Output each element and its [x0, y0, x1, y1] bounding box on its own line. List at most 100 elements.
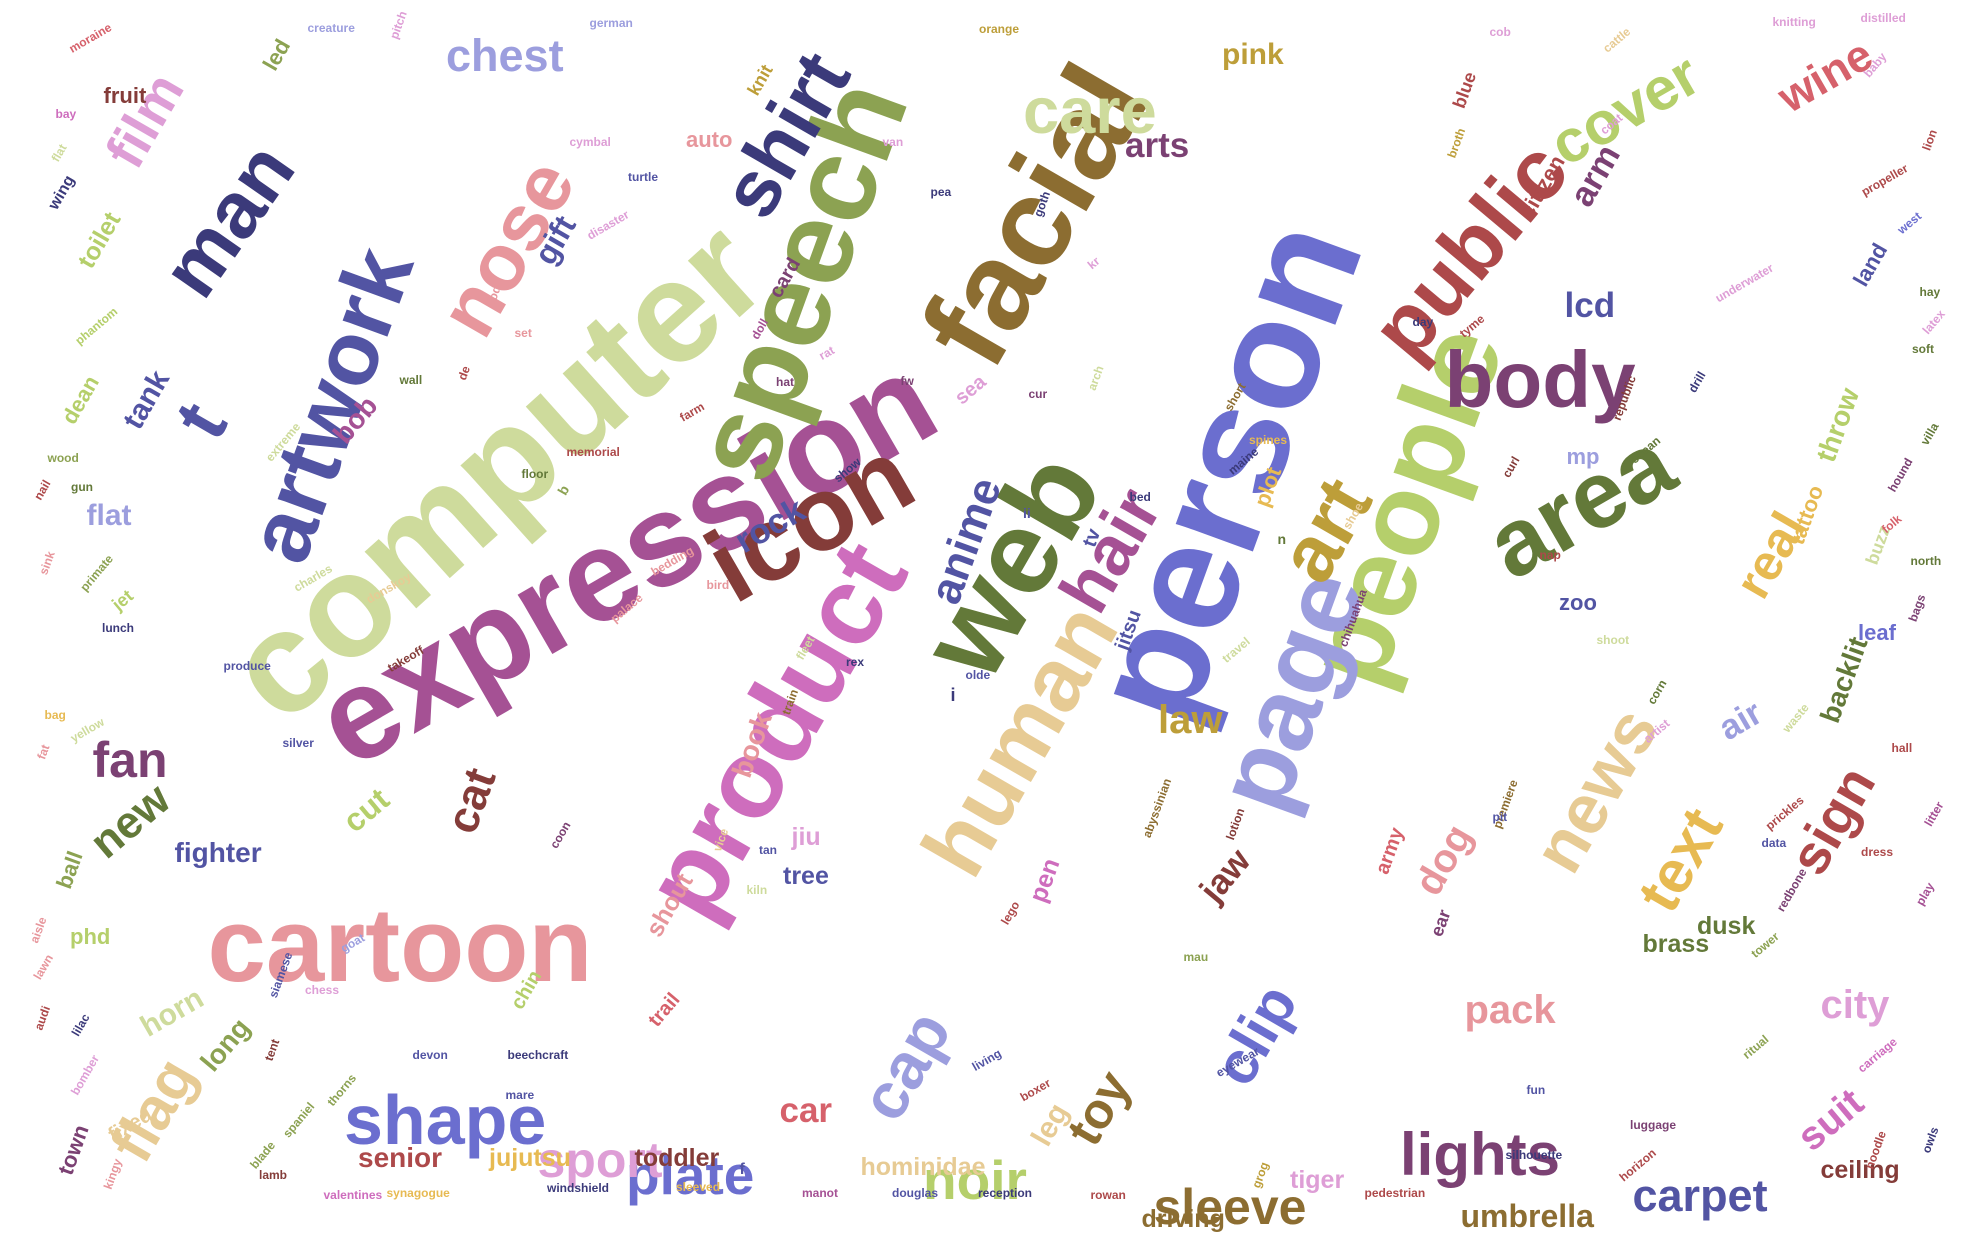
word-toy: toy: [1055, 1061, 1141, 1155]
word-flat: flat: [86, 499, 132, 532]
word-driving: driving: [1141, 1205, 1225, 1233]
word-chest: chest: [446, 29, 564, 81]
word-hay: hay: [1919, 285, 1941, 299]
word-silhouette: silhouette: [1505, 1148, 1563, 1162]
word-tree: tree: [783, 861, 829, 890]
word-arts: arts: [1125, 125, 1190, 165]
word-bags: bags: [1905, 592, 1929, 624]
word-lamb: lamb: [259, 1168, 288, 1182]
word-waste: waste: [1779, 700, 1812, 736]
word-synagogue: synagogue: [386, 1186, 450, 1200]
word-de: de: [455, 364, 473, 382]
word-suit: suit: [1788, 1080, 1872, 1160]
word-lilac: lilac: [68, 1011, 93, 1039]
word-bay: bay: [55, 107, 77, 121]
word-army: army: [1371, 824, 1409, 878]
word-moraine: moraine: [66, 20, 114, 56]
word-phd: phd: [70, 924, 111, 949]
word-kingy: kingy: [100, 1156, 125, 1192]
word-memorial: memorial: [566, 445, 620, 459]
word-film: film: [93, 61, 196, 178]
word-van: van: [882, 135, 904, 149]
word-law: law: [1158, 698, 1223, 742]
word-dress: dress: [1861, 845, 1894, 859]
word-ball: ball: [51, 847, 88, 892]
word-knitting: knitting: [1772, 15, 1816, 29]
word-owls: owls: [1918, 1125, 1941, 1155]
word-sea: sea: [950, 370, 991, 410]
word-day: day: [1412, 315, 1434, 329]
word-bag: bag: [44, 708, 66, 722]
word-ceiling: ceiling: [1820, 1155, 1900, 1184]
word-broth: broth: [1444, 126, 1468, 160]
word-cap: cap: [845, 998, 965, 1132]
word-ear: ear: [1425, 906, 1455, 940]
word-zoo: zoo: [1559, 590, 1597, 615]
word-text: text: [1623, 796, 1736, 923]
word-man: man: [143, 126, 311, 313]
word-plate: plate: [626, 1143, 755, 1206]
word-bed: bed: [1129, 490, 1151, 504]
word-lawn: lawn: [30, 951, 56, 983]
word-devon: devon: [412, 1048, 448, 1062]
word-sleeved: sleeved: [676, 1180, 721, 1194]
word-mau: mau: [1183, 950, 1209, 964]
word-orange: orange: [979, 22, 1020, 36]
word-floor: floor: [521, 467, 549, 481]
word-hat: hat: [776, 375, 794, 389]
word-sleeve: sleeve: [1153, 1179, 1307, 1234]
word-living: living: [969, 1046, 1004, 1074]
word-dog: dog: [1405, 817, 1481, 903]
word-blade: blade: [246, 1138, 278, 1172]
word-tan: tan: [759, 843, 777, 857]
word-produce: produce: [223, 659, 271, 673]
word-cob: cob: [1489, 25, 1511, 39]
word-i: i: [950, 685, 956, 705]
word-air: air: [1711, 692, 1769, 748]
word-cat: cat: [434, 760, 506, 840]
word-villa: villa: [1917, 420, 1942, 448]
word-valentines: valentines: [323, 1188, 383, 1202]
word-lights: lights: [1400, 1121, 1560, 1188]
word-manot: manot: [802, 1186, 838, 1200]
word-wood: wood: [47, 451, 79, 465]
word-toddler: toddler: [634, 1143, 720, 1172]
word-cur: cur: [1028, 387, 1048, 401]
word-shape: shape: [344, 1081, 547, 1159]
word-hall: hall: [1891, 741, 1913, 755]
word-carpet: carpet: [1632, 1169, 1768, 1221]
word-audi: audi: [31, 1004, 53, 1032]
word-wine: wine: [1768, 27, 1882, 123]
word-spines: spines: [1249, 433, 1288, 447]
word-town: town: [52, 1121, 94, 1179]
word-flag: flag: [96, 1046, 209, 1173]
word-chess: chess: [305, 983, 340, 997]
word-set: set: [514, 326, 532, 340]
word-horn: horn: [134, 981, 209, 1044]
word-auto: auto: [686, 127, 733, 152]
word-sign: sign: [1776, 755, 1887, 885]
word-jet: jet: [107, 585, 137, 615]
word-aisle: aisle: [26, 915, 49, 945]
word-senior: senior: [358, 1142, 443, 1173]
word-pack: pack: [1464, 988, 1556, 1032]
word-fw: fw: [900, 374, 914, 388]
word-douglas: douglas: [892, 1186, 939, 1200]
word-spaniel: spaniel: [279, 1099, 317, 1141]
word-body: body: [1444, 335, 1636, 424]
word-t: t: [156, 387, 243, 452]
word-abyssinian: abyssinian: [1139, 776, 1175, 840]
word-long: long: [193, 1012, 256, 1078]
word-ritual: ritual: [1739, 1032, 1771, 1062]
word-car: car: [779, 1090, 833, 1130]
word-nap: nap: [1539, 548, 1561, 562]
word-gun: gun: [71, 480, 93, 494]
word-shoot: shoot: [1596, 633, 1630, 647]
word-redbone: redbone: [1773, 865, 1810, 915]
word-german: german: [589, 16, 633, 30]
word-lego: lego: [997, 898, 1023, 928]
word-throw: throw: [1810, 383, 1866, 466]
word-coon: coon: [546, 819, 574, 851]
word-f: f: [739, 1161, 745, 1178]
